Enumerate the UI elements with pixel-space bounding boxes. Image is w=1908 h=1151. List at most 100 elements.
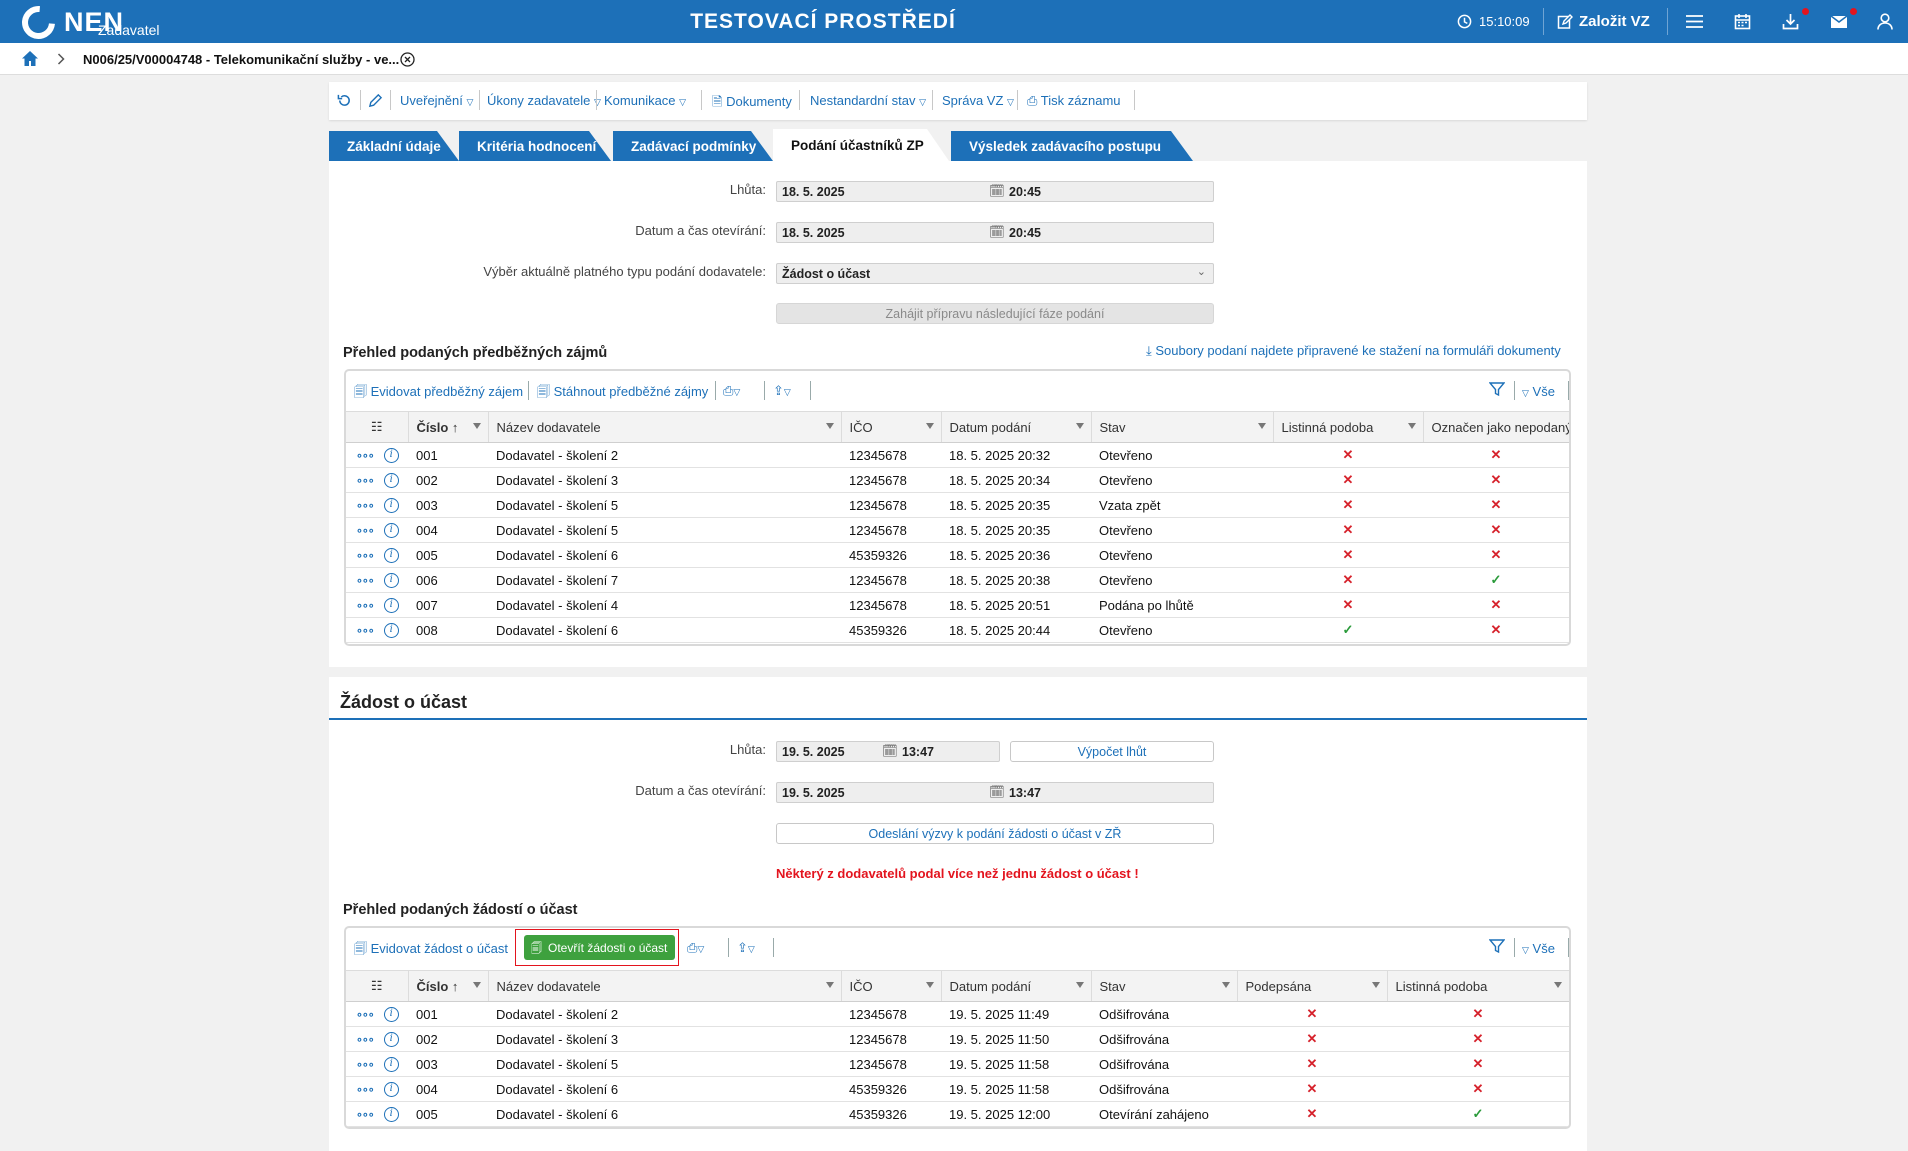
column-filter-icon[interactable] [1371, 982, 1380, 988]
column-header-paper[interactable]: Listinná podoba [1273, 411, 1424, 443]
management-menu[interactable]: Správa VZ ▽ [942, 93, 1014, 108]
column-header-ico[interactable]: IČO [841, 411, 942, 443]
table-row[interactable]: ∘∘∘ i 005 Dodavatel - školení 6 45359326 19. … [346, 1101, 1569, 1127]
view-all-dropdown[interactable]: ▽ Vše [1522, 384, 1555, 399]
table-row[interactable]: ∘∘∘ i 001 Dodavatel - školení 2 12345678 18. … [346, 442, 1569, 468]
more-options-icon[interactable]: ∘∘∘ [356, 525, 375, 537]
table-row[interactable]: ∘∘∘ i 001 Dodavatel - školení 2 12345678 19. … [346, 1001, 1569, 1027]
column-header-signed[interactable]: Podepsána [1237, 970, 1388, 1002]
export-grid-button[interactable]: ⇪▽ [737, 940, 755, 956]
print-grid-button[interactable]: ⎙▽ [723, 383, 740, 399]
info-icon[interactable]: i [383, 1007, 399, 1022]
column-header-state[interactable]: Stav [1091, 970, 1238, 1002]
info-icon[interactable]: i [383, 1057, 399, 1072]
info-icon[interactable]: i [383, 1082, 399, 1097]
more-options-icon[interactable]: ∘∘∘ [356, 625, 375, 637]
nonstandard-menu[interactable]: Nestandardní stav ▽ [810, 93, 926, 108]
column-filter-icon[interactable] [825, 423, 834, 429]
send-invitation-button[interactable]: Odeslání výzvy k podání žádosti o účast … [776, 823, 1214, 844]
table-row[interactable]: ∘∘∘ i 004 Dodavatel - školení 6 45359326 19. … [346, 1076, 1569, 1102]
calculate-deadlines-button[interactable]: Výpočet lhůt [1010, 741, 1214, 762]
info-icon[interactable]: i [383, 548, 399, 563]
column-header-paper[interactable]: Listinná podoba [1387, 970, 1569, 1002]
column-header-name[interactable]: Název dodavatele [488, 970, 842, 1002]
column-header-name[interactable]: Název dodavatele [488, 411, 842, 443]
column-header-number[interactable]: Číslo ↑ [408, 970, 489, 1002]
create-vz-button[interactable]: Založit VZ [1557, 0, 1650, 43]
edit-button[interactable] [368, 93, 383, 108]
calendar-button[interactable] [1734, 0, 1751, 43]
more-options-icon[interactable]: ∘∘∘ [356, 475, 375, 487]
info-icon[interactable]: i [383, 1107, 399, 1122]
more-options-icon[interactable]: ∘∘∘ [356, 500, 375, 512]
close-breadcrumb-button[interactable] [400, 52, 415, 67]
tab-participant-submissions[interactable]: Podání účastníků ZP [773, 129, 949, 161]
nen-logo[interactable]: NEN [15, 0, 124, 46]
user-button[interactable] [1877, 0, 1893, 43]
print-grid-button[interactable]: ⎙▽ [687, 940, 704, 956]
info-icon[interactable]: i [383, 1032, 399, 1047]
downloads-button[interactable] [1782, 0, 1809, 43]
add-interest-button[interactable]: 🗐 Evidovat předběžný zájem [354, 383, 523, 405]
request-opening-field[interactable]: 19. 5. 2025 🗓 13:47 [776, 782, 1214, 803]
info-icon[interactable]: i [383, 623, 399, 638]
submission-type-select[interactable]: Žádost o účast ⌄ [776, 263, 1214, 284]
filter-button[interactable] [1489, 381, 1505, 397]
column-filter-icon[interactable] [1075, 982, 1084, 988]
more-options-icon[interactable]: ∘∘∘ [356, 1034, 375, 1046]
more-options-icon[interactable]: ∘∘∘ [356, 1009, 375, 1021]
table-row[interactable]: ∘∘∘ i 003 Dodavatel - školení 5 12345678 18. … [346, 492, 1569, 518]
view-all-dropdown[interactable]: ▽ Vše [1522, 941, 1555, 956]
column-settings-button[interactable]: ☷ [346, 970, 409, 1002]
column-filter-icon[interactable] [825, 982, 834, 988]
documents-button[interactable]: 🗎 Dokumenty [712, 93, 792, 115]
export-grid-button[interactable]: ⇪▽ [773, 383, 791, 399]
info-icon[interactable]: i [383, 523, 399, 538]
column-filter-icon[interactable] [472, 423, 481, 429]
download-files-link[interactable]: ⤓ Soubory podaní najdete připravené ke s… [1146, 343, 1561, 359]
column-header-unsubmitted[interactable]: Označen jako nepodaný [1423, 411, 1569, 443]
column-header-ico[interactable]: IČO [841, 970, 942, 1002]
add-request-button[interactable]: 🗐 Evidovat žádost o účast [354, 940, 508, 962]
tab-basic-data[interactable]: Základní údaje [329, 131, 459, 161]
table-row[interactable]: ∘∘∘ i 002 Dodavatel - školení 3 12345678 18. … [346, 467, 1569, 493]
refresh-button[interactable] [337, 93, 352, 108]
deadline-field[interactable]: 18. 5. 2025 🗓 20:45 [776, 181, 1214, 202]
more-options-icon[interactable]: ∘∘∘ [356, 1109, 375, 1121]
print-record-button[interactable]: ⎙ Tisk záznamu [1027, 93, 1121, 109]
table-row[interactable]: ∘∘∘ i 002 Dodavatel - školení 3 12345678 19. … [346, 1026, 1569, 1052]
opening-field[interactable]: 18. 5. 2025 🗓 20:45 [776, 222, 1214, 243]
messages-button[interactable] [1830, 0, 1857, 43]
info-icon[interactable]: i [383, 448, 399, 463]
column-filter-icon[interactable] [1407, 423, 1416, 429]
table-row[interactable]: ∘∘∘ i 005 Dodavatel - školení 6 45359326 18. … [346, 542, 1569, 568]
column-filter-icon[interactable] [472, 982, 481, 988]
more-options-icon[interactable]: ∘∘∘ [356, 1059, 375, 1071]
publish-menu[interactable]: Uveřejnění ▽ [400, 93, 473, 108]
column-filter-icon[interactable] [1257, 423, 1266, 429]
column-header-date[interactable]: Datum podání [941, 970, 1092, 1002]
table-row[interactable]: ∘∘∘ i 004 Dodavatel - školení 5 12345678 18. … [346, 517, 1569, 543]
table-row[interactable]: ∘∘∘ i 006 Dodavatel - školení 7 12345678 18. … [346, 567, 1569, 593]
request-deadline-field[interactable]: 19. 5. 2025 🗓 13:47 [776, 741, 1000, 762]
column-header-number[interactable]: Číslo ↑ [408, 411, 489, 443]
open-requests-button[interactable]: 🗐 Otevřít žádosti o účast [524, 935, 676, 960]
table-row[interactable]: ∘∘∘ i 007 Dodavatel - školení 4 12345678 18. … [346, 592, 1569, 618]
info-icon[interactable]: i [383, 598, 399, 613]
home-button[interactable] [21, 50, 39, 67]
column-header-state[interactable]: Stav [1091, 411, 1274, 443]
column-header-date[interactable]: Datum podání [941, 411, 1092, 443]
more-options-icon[interactable]: ∘∘∘ [356, 550, 375, 562]
breadcrumb-current[interactable]: N006/25/V00004748 - Telekomunikační služ… [83, 52, 400, 67]
more-options-icon[interactable]: ∘∘∘ [356, 1084, 375, 1096]
info-icon[interactable]: i [383, 473, 399, 488]
communication-menu[interactable]: Komunikace ▽ [604, 93, 686, 108]
menu-button[interactable] [1686, 0, 1703, 43]
table-row[interactable]: ∘∘∘ i 003 Dodavatel - školení 5 12345678 19. … [346, 1051, 1569, 1077]
column-filter-icon[interactable] [925, 423, 934, 429]
tab-procedure-result[interactable]: Výsledek zadávacího postupu [951, 131, 1193, 161]
table-row[interactable]: ∘∘∘ i 008 Dodavatel - školení 6 45359326 18. … [346, 617, 1569, 643]
column-filter-icon[interactable] [1554, 982, 1562, 988]
column-settings-button[interactable]: ☷ [346, 411, 409, 443]
filter-button[interactable] [1489, 938, 1505, 954]
